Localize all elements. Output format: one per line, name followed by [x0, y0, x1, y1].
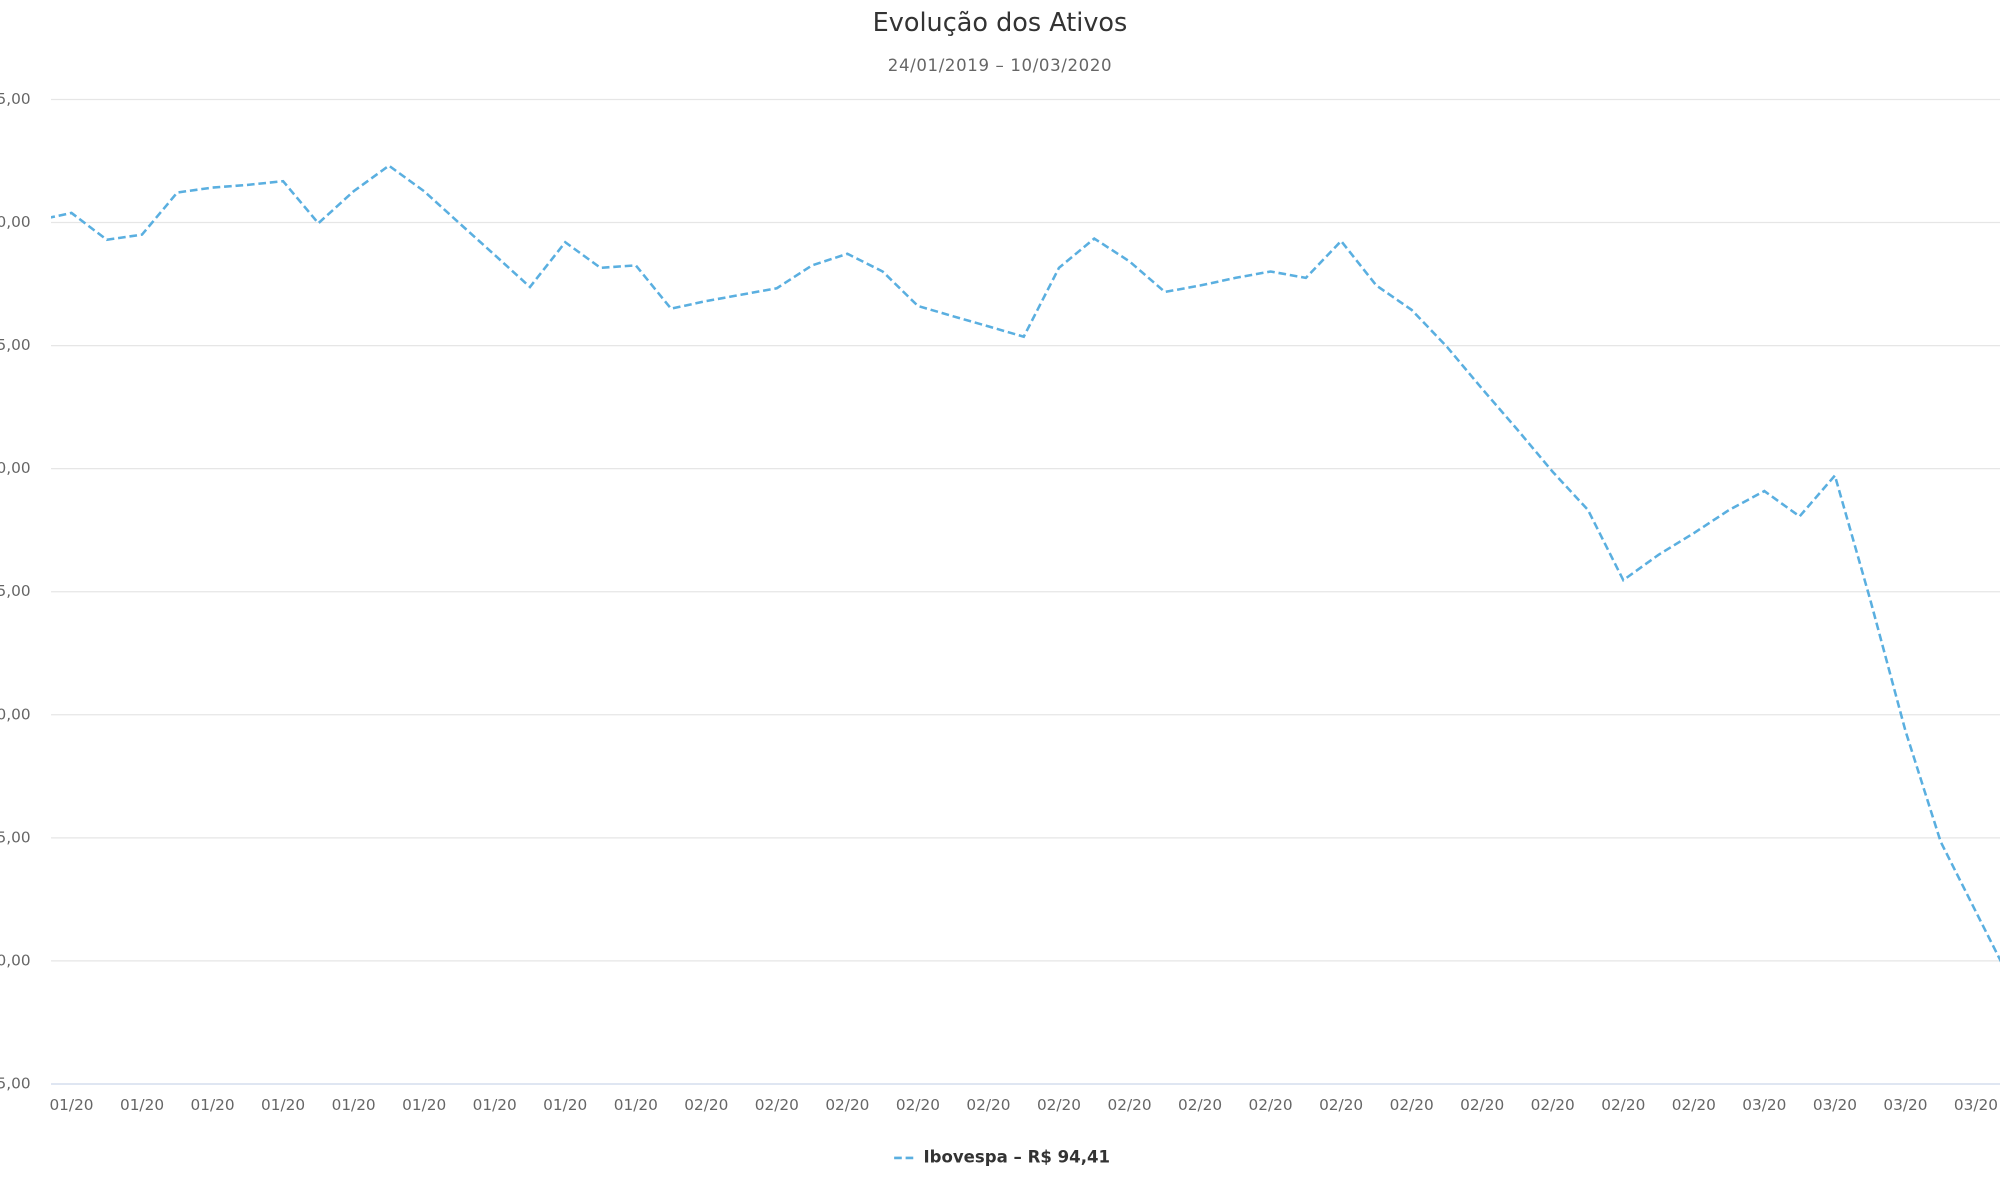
x-tick-label: 02/20 — [825, 1096, 869, 1114]
plot-area — [51, 164, 2000, 963]
x-tick-label: 02/20 — [1249, 1096, 1293, 1114]
legend-label: Ibovespa – R$ 94,41 — [923, 1147, 1110, 1166]
y-tick-label: 90,00 — [0, 951, 31, 969]
x-tick-label: 02/20 — [1178, 1096, 1222, 1114]
x-tick-label: 03/20 — [1954, 1096, 1998, 1114]
x-tick-label: 01/20 — [191, 1096, 235, 1114]
x-tick-label: 02/20 — [1531, 1096, 1575, 1114]
x-tick-label: 02/20 — [896, 1096, 940, 1114]
x-tick-label: 03/20 — [1813, 1096, 1857, 1114]
x-tick-label: 02/20 — [755, 1096, 799, 1114]
y-tick-label: 125,00 — [0, 90, 31, 108]
y-tick-label: 110,00 — [0, 459, 31, 477]
x-tick-label: 03/20 — [1883, 1096, 1927, 1114]
chart-title: Evolução dos Ativos — [873, 8, 1128, 38]
y-tick-label: 95,00 — [0, 828, 31, 846]
y-tick-label: 100,00 — [0, 705, 31, 723]
x-tick-label: 02/20 — [1672, 1096, 1716, 1114]
y-tick-label: 105,00 — [0, 582, 31, 600]
x-tick-label: 01/20 — [332, 1096, 376, 1114]
x-tick-label: 01/20 — [49, 1096, 93, 1114]
x-tick-label: 03/20 — [1742, 1096, 1786, 1114]
x-tick-label: 01/20 — [120, 1096, 164, 1114]
x-tick-label: 02/20 — [684, 1096, 728, 1114]
x-tick-label: 02/20 — [1390, 1096, 1434, 1114]
x-tick-label: 02/20 — [966, 1096, 1010, 1114]
x-tick-label: 02/20 — [1319, 1096, 1363, 1114]
y-tick-label: 115,00 — [0, 336, 31, 354]
y-tick-label: 85,00 — [0, 1074, 31, 1092]
x-tick-label: 02/20 — [1037, 1096, 1081, 1114]
x-tick-label: 01/20 — [543, 1096, 587, 1114]
x-tick-label: 01/20 — [614, 1096, 658, 1114]
x-tick-label: 01/20 — [473, 1096, 517, 1114]
x-tick-label: 02/20 — [1460, 1096, 1504, 1114]
x-tick-label: 02/20 — [1107, 1096, 1151, 1114]
x-tick-label: 01/20 — [402, 1096, 446, 1114]
series-line — [51, 164, 2000, 963]
y-tick-label: 120,00 — [0, 213, 31, 231]
x-tick-label: 01/20 — [261, 1096, 305, 1114]
chart-subtitle: 24/01/2019 – 10/03/2020 — [888, 56, 1112, 75]
x-tick-label: 02/20 — [1601, 1096, 1645, 1114]
